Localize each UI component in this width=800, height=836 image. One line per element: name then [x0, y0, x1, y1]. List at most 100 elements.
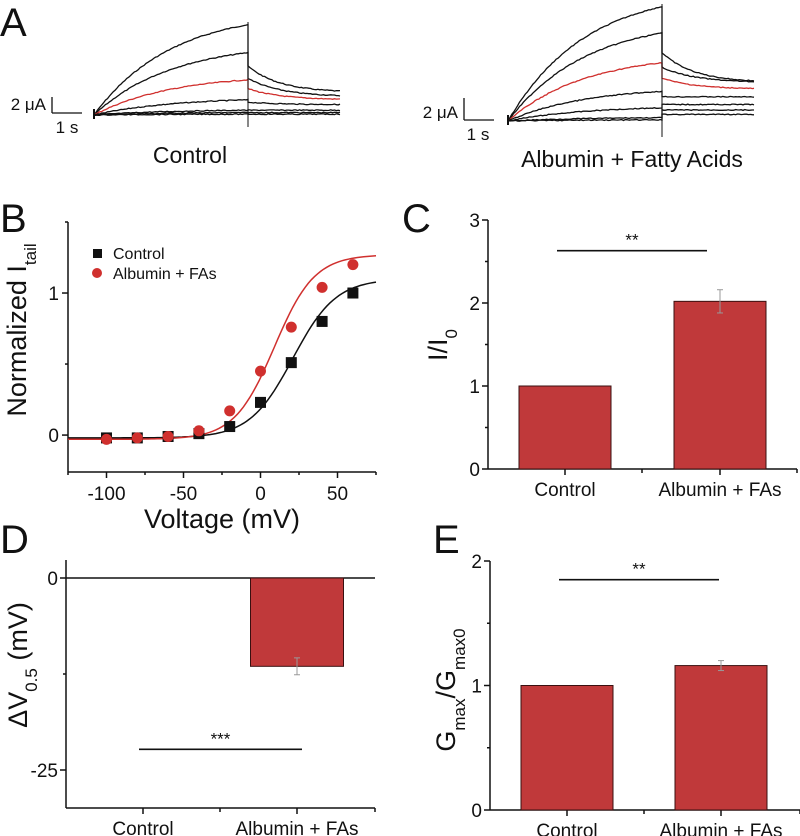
data-point-control	[347, 287, 359, 299]
x-tick-label: -100	[87, 484, 125, 505]
data-point-albumin	[162, 430, 174, 442]
panel-a-traces: 2 μA 1 s Control 2 μA 1 s Albumin + Fatty Aci…	[11, 4, 755, 172]
current-trace	[507, 90, 755, 122]
error-bar	[718, 660, 724, 672]
significance-marker: ***	[211, 729, 231, 748]
current-trace	[507, 6, 755, 122]
bar	[673, 300, 767, 470]
condition-label: Control	[153, 142, 227, 168]
scale-bar-time-label: 1 s	[467, 125, 490, 144]
current-trace	[93, 98, 341, 116]
panel-label-e: E	[433, 518, 460, 562]
data-point-albumin	[101, 433, 112, 445]
bar	[250, 577, 344, 667]
fit-curve	[68, 255, 377, 441]
y-axis-label: ΔV0.5 (mV)	[3, 602, 41, 728]
x-axis-label: Voltage (mV)	[144, 504, 300, 534]
ylabel-part: (mV)	[3, 602, 33, 668]
data-point-control	[224, 421, 236, 433]
highlighted-current-trace	[507, 62, 755, 122]
bar	[674, 665, 768, 811]
current-trace	[93, 51, 341, 116]
scale-bar-time-label: 1 s	[56, 118, 79, 137]
legend-label-albumin: Albumin + FAs	[113, 266, 217, 283]
control-traces: 2 μA 1 s Control	[11, 22, 341, 168]
current-trace	[507, 113, 755, 122]
data-point-control	[255, 396, 266, 408]
bar	[520, 685, 614, 811]
legend-marker-albumin	[92, 268, 102, 278]
panel-b-iv-plot: -100 -50 0 50 0 1 Voltage (mV) Normalized Itail…	[2, 221, 377, 534]
legend-label-control: Control	[113, 246, 165, 263]
category-label: Albumin + FAs	[659, 821, 782, 836]
y-axis-label: Gmax/Gmax0	[431, 628, 469, 751]
significance-marker: **	[625, 231, 639, 250]
y-tick-label: -25	[31, 761, 58, 782]
panel-label-c: C	[402, 197, 431, 241]
data-point-control	[285, 357, 297, 369]
y-tick-label: 2	[469, 294, 480, 315]
legend: Control Albumin + FAs	[92, 246, 217, 283]
ylabel-part: Normalized I	[2, 265, 32, 417]
data-point-albumin	[285, 321, 297, 333]
ylabel-part: max0	[450, 628, 469, 670]
current-trace	[93, 113, 341, 117]
y-tick-label: 1	[469, 377, 480, 398]
x-tick-label: 50	[327, 484, 348, 505]
y-tick-label: 2	[471, 552, 482, 573]
ylabel-part: ΔV	[3, 692, 33, 728]
x-tick-label: -50	[170, 484, 197, 505]
error-bar	[294, 657, 300, 676]
y-tick-label: 1	[48, 284, 59, 305]
data-point-albumin	[316, 281, 328, 293]
albumin-fatty-acids-traces: 2 μA 1 s Albumin + Fatty Acids	[423, 4, 755, 172]
y-tick-label: 1	[471, 677, 482, 698]
highlighted-current-trace	[93, 78, 341, 116]
condition-label: Albumin + Fatty Acids	[521, 146, 743, 172]
ylabel-part: G	[431, 731, 461, 752]
bar	[518, 385, 612, 470]
significance-marker: **	[632, 560, 646, 579]
category-label: Albumin + FAs	[658, 480, 781, 501]
data-point-control	[316, 315, 328, 327]
current-trace	[507, 108, 754, 122]
error-bar	[717, 289, 723, 314]
current-trace	[507, 31, 755, 122]
current-trace	[93, 23, 341, 116]
current-trace	[93, 109, 341, 116]
x-tick-label: 0	[255, 484, 266, 505]
y-tick-label: 0	[47, 569, 58, 590]
data-point-albumin	[255, 365, 266, 377]
data-point-albumin	[193, 425, 205, 437]
panel-label-b: B	[0, 197, 27, 241]
ylabel-part: tail	[21, 243, 40, 265]
y-axis-label: I/I0	[423, 329, 461, 361]
data-point-albumin	[347, 259, 359, 271]
ylabel-part: 0.5	[22, 668, 41, 692]
ylabel-part: /G	[431, 670, 461, 699]
panel-e-bar-chart: 0 1 2 Control Albumin + FAs ** Gmax/Gmax0	[431, 552, 800, 836]
fit-curve	[68, 281, 377, 439]
data-point-albumin	[131, 432, 143, 444]
y-tick-label: 0	[48, 426, 59, 447]
ylabel-part: 0	[442, 329, 461, 338]
current-trace	[507, 103, 755, 122]
category-label: Albumin + FAs	[235, 819, 358, 836]
y-axis-label: Normalized Itail	[2, 243, 40, 416]
y-tick-label: 0	[469, 460, 480, 481]
panel-label-a: A	[0, 1, 27, 45]
category-label: Control	[536, 821, 597, 836]
scale-bar-current-label: 2 μA	[11, 95, 47, 114]
y-tick-label: 3	[469, 211, 480, 232]
scale-bar-current-label: 2 μA	[423, 103, 459, 122]
panel-d-bar-chart: 0 -25 Control Albumin + FAs *** ΔV0.5 (mV)	[3, 560, 376, 836]
data-point-albumin	[224, 405, 236, 417]
category-label: Control	[534, 480, 595, 501]
ylabel-part: I/I	[423, 338, 453, 361]
legend-marker-control	[93, 249, 102, 258]
y-tick-label: 0	[471, 801, 482, 822]
category-label: Control	[112, 819, 173, 836]
panel-label-d: D	[0, 518, 29, 562]
